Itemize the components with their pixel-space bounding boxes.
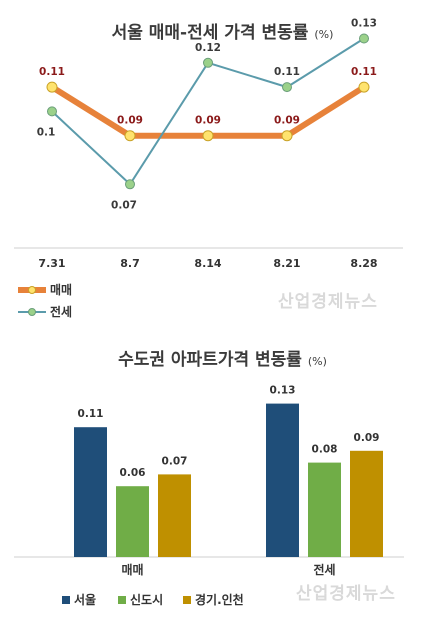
bar — [266, 403, 299, 557]
data-label-jeonse: 0.1 — [37, 126, 56, 138]
point-sale — [358, 81, 370, 93]
x-tick-label: 8.14 — [194, 257, 221, 270]
line-chart-title: 서울 매매-전세 가격 변동률 (%) — [0, 18, 445, 43]
bar-chart-title-text: 수도권 아파트가격 변동률 — [118, 350, 302, 370]
data-label-sale: 0.11 — [39, 66, 65, 78]
bar-category-label: 전세 — [313, 562, 335, 577]
x-tick-label: 7.31 — [38, 257, 65, 270]
point-sale — [46, 81, 58, 93]
point-jeonse — [47, 106, 57, 117]
watermark-bottom: 산업경제뉴스 — [296, 584, 396, 604]
bar-legend-swatch — [183, 596, 191, 604]
data-label-jeonse: 0.11 — [274, 66, 300, 78]
point-jeonse — [359, 33, 369, 44]
point-sale — [202, 130, 214, 142]
bar-legend-label: 서울 — [74, 592, 96, 607]
bar-chart-title: 수도권 아파트가격 변동률 (%) — [0, 345, 445, 370]
point-jeonse — [282, 82, 292, 93]
bar — [308, 462, 341, 557]
bar-legend-label: 경기.인천 — [195, 592, 244, 607]
data-label-jeonse: 0.12 — [195, 42, 221, 54]
data-label-jeonse: 0.13 — [351, 18, 377, 30]
data-label-sale: 0.09 — [274, 115, 300, 127]
bar — [350, 450, 383, 557]
watermark-top: 산업경제뉴스 — [278, 292, 378, 312]
data-label-sale: 0.09 — [117, 115, 143, 127]
data-label-sale: 0.11 — [351, 66, 377, 78]
bar-legend-swatch — [62, 596, 70, 604]
point-jeonse — [125, 179, 135, 190]
data-label-jeonse: 0.07 — [111, 199, 137, 211]
line-chart: 7.31 8.7 8.14 8.21 8.28 0.11 0.09 0.09 0.09 0.11 0… — [14, 18, 403, 319]
line-chart-unit: (%) — [314, 28, 334, 41]
point-sale — [124, 130, 136, 142]
line-chart-title-text: 서울 매매-전세 가격 변동률 — [111, 23, 309, 43]
bar-category-label: 매매 — [121, 562, 143, 577]
point-sale — [281, 130, 293, 142]
bar-legend-swatch — [118, 596, 126, 604]
bar-data-label: 0.06 — [120, 467, 146, 479]
x-tick-label: 8.28 — [350, 257, 377, 270]
bar-data-label: 0.07 — [162, 455, 188, 467]
data-label-sale: 0.09 — [195, 115, 221, 127]
bar — [158, 474, 191, 557]
bar-data-label: 0.13 — [270, 385, 296, 397]
x-tick-label: 8.7 — [120, 257, 140, 270]
legend-label: 전세 — [50, 304, 72, 319]
bar-data-label: 0.09 — [354, 432, 380, 444]
bar — [116, 486, 149, 557]
bar-data-label: 0.11 — [78, 408, 104, 420]
bar-chart-unit: (%) — [307, 355, 327, 368]
legend-swatch-marker — [28, 286, 36, 294]
bar — [74, 427, 107, 557]
bar-data-label: 0.08 — [312, 444, 338, 456]
point-jeonse — [203, 57, 213, 68]
legend-label: 매매 — [50, 282, 72, 297]
legend-swatch-marker — [28, 308, 36, 316]
x-tick-label: 8.21 — [273, 257, 300, 270]
bar-legend-label: 신도시 — [130, 592, 163, 607]
